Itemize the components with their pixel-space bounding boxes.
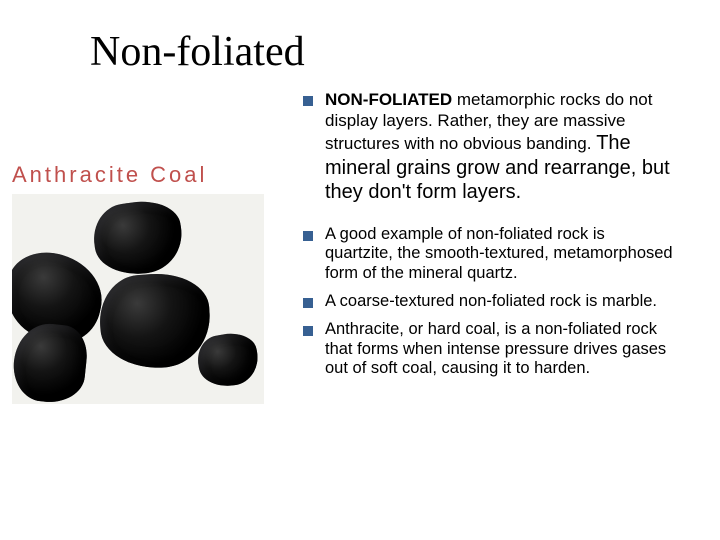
- anthracite-image: [12, 194, 264, 404]
- bullet-item: NON-FOLIATED metamorphic rocks do not di…: [303, 90, 676, 205]
- bullet-text: A good example of non-foliated rock is q…: [325, 225, 676, 284]
- square-bullet-icon: [303, 231, 313, 241]
- square-bullet-icon: [303, 96, 313, 106]
- left-column: Anthracite Coal: [40, 90, 295, 404]
- bullet-item: Anthracite, or hard coal, is a non-folia…: [303, 320, 676, 379]
- bullet-text: NON-FOLIATED metamorphic rocks do not di…: [325, 90, 676, 205]
- bullet-text: Anthracite, or hard coal, is a non-folia…: [325, 320, 676, 379]
- coal-lump: [12, 320, 90, 404]
- coal-lump: [89, 196, 186, 280]
- image-caption: Anthracite Coal: [12, 162, 295, 188]
- right-column: NON-FOLIATED metamorphic rocks do not di…: [303, 90, 680, 404]
- square-bullet-icon: [303, 298, 313, 308]
- square-bullet-icon: [303, 326, 313, 336]
- coal-lump: [97, 270, 213, 371]
- bold-lead: NON-FOLIATED: [325, 90, 452, 109]
- bullet-text: A coarse-textured non-foliated rock is m…: [325, 292, 657, 312]
- bullet-item: A good example of non-foliated rock is q…: [303, 225, 676, 284]
- bullet-group: A good example of non-foliated rock is q…: [303, 225, 676, 380]
- slide-title: Non-foliated: [90, 28, 680, 76]
- content-row: Anthracite Coal NON-FOLIATED metamorphic…: [40, 90, 680, 404]
- bullet-item: A coarse-textured non-foliated rock is m…: [303, 292, 676, 312]
- slide: Non-foliated Anthracite Coal NON-FOLIATE…: [0, 0, 720, 540]
